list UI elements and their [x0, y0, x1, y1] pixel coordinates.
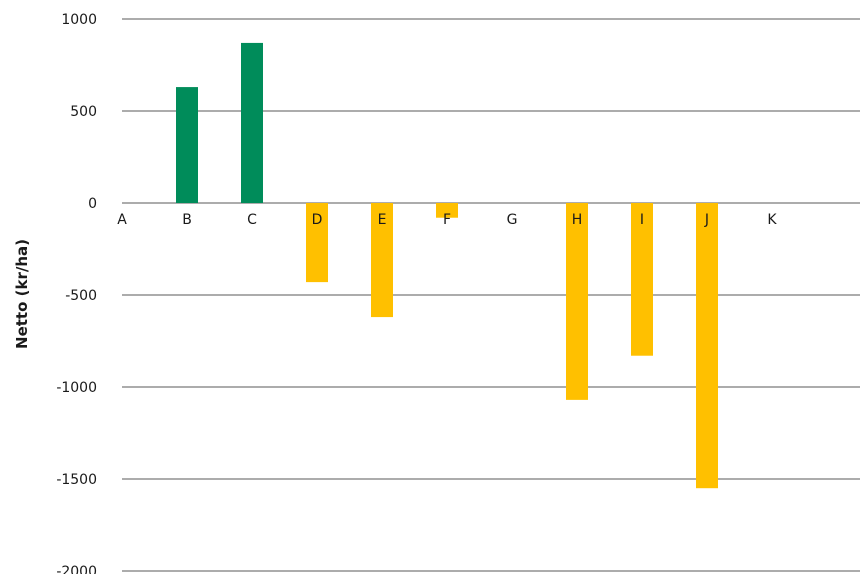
- y-axis-title: Netto (kr/ha): [13, 239, 31, 349]
- x-category-label: K: [767, 212, 777, 228]
- y-axis-tick-labels: 1000 500 0 -500 -1000 -1500 -2000: [56, 12, 97, 574]
- bar-d: [306, 203, 328, 283]
- bar-i: [631, 203, 653, 356]
- y-tick-label: -1500: [56, 472, 97, 488]
- x-category-label: C: [247, 212, 257, 228]
- bar-b: [176, 87, 198, 203]
- y-tick-label: 0: [88, 196, 97, 212]
- x-category-label: J: [704, 212, 709, 228]
- y-tick-label: 500: [70, 104, 97, 120]
- bar-j: [696, 203, 718, 489]
- y-tick-label: -1000: [56, 380, 97, 396]
- gridlines: [122, 18, 860, 572]
- x-category-label: I: [640, 212, 644, 228]
- x-category-label: E: [378, 212, 387, 228]
- bars: [176, 42, 718, 489]
- x-category-label: A: [117, 212, 127, 228]
- x-category-label: B: [182, 212, 192, 228]
- x-axis-category-labels: A B C D E F G H I J K: [117, 212, 777, 228]
- x-category-label: D: [312, 212, 323, 228]
- bar-e: [371, 203, 393, 318]
- y-tick-label: -2000: [56, 564, 97, 574]
- bar-c: [241, 42, 263, 203]
- bar-h: [566, 203, 588, 400]
- bar-f: [436, 203, 458, 218]
- x-category-label: F: [443, 212, 451, 228]
- x-category-label: G: [507, 212, 518, 228]
- y-tick-label: -500: [65, 288, 97, 304]
- y-tick-label: 1000: [61, 12, 97, 28]
- x-category-label: H: [572, 212, 583, 228]
